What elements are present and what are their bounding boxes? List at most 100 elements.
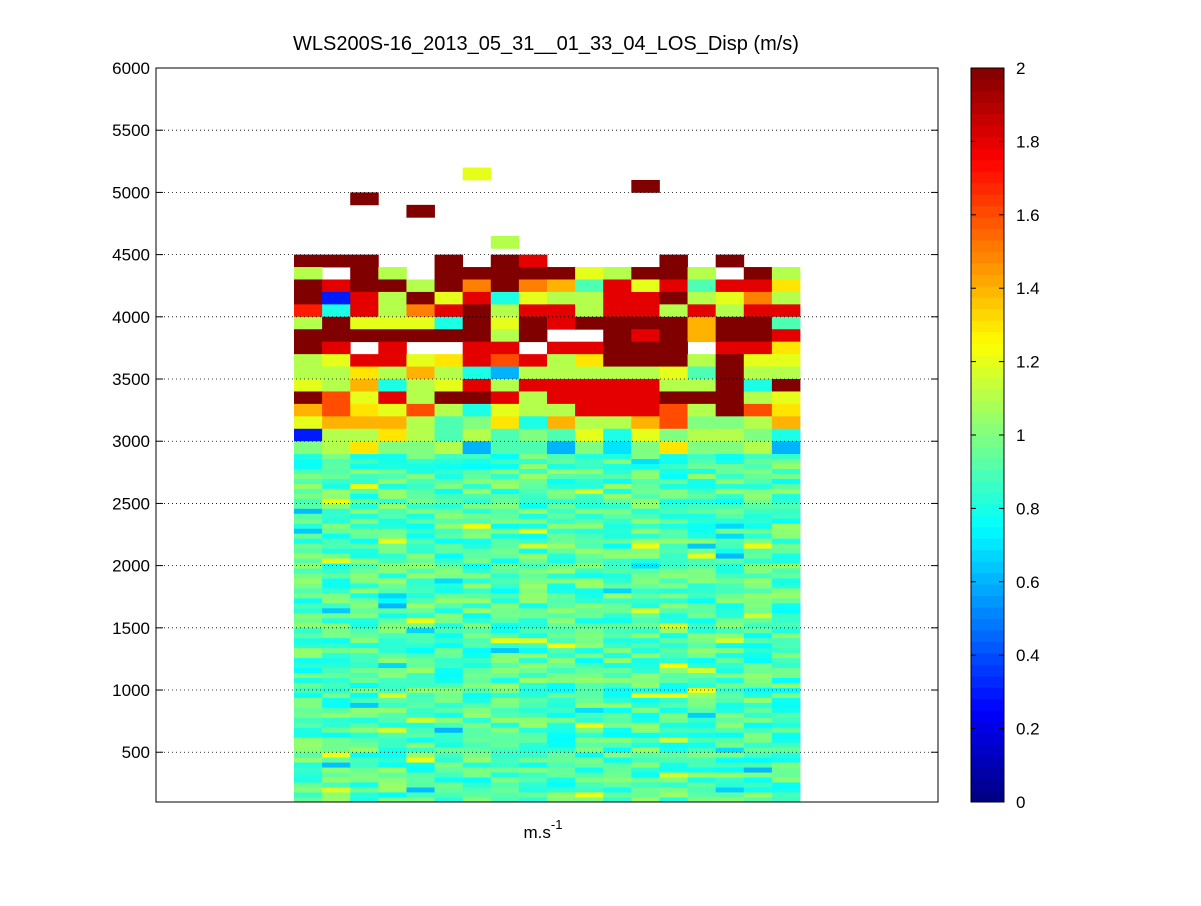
heatmap-cell — [322, 702, 351, 708]
heatmap-cell — [743, 782, 773, 788]
heatmap-cell — [603, 642, 632, 649]
heatmap-cell — [771, 304, 801, 318]
heatmap-cell — [462, 617, 492, 624]
heatmap-cell — [406, 548, 435, 554]
heatmap-cell — [434, 737, 464, 743]
heatmap-cell — [659, 652, 688, 659]
heatmap-cell — [434, 742, 464, 748]
heatmap-cell — [715, 622, 745, 629]
heatmap-cell — [322, 483, 351, 489]
heatmap-cell — [743, 762, 773, 768]
heatmap-cell — [406, 553, 435, 559]
heatmap-cell — [771, 391, 801, 405]
heatmap-cell — [350, 737, 379, 743]
heatmap-cell — [518, 722, 548, 728]
heatmap-cell — [518, 772, 548, 778]
heatmap-cell — [631, 742, 660, 748]
heatmap-cell — [490, 732, 520, 738]
heatmap-cell — [406, 787, 435, 793]
heatmap-cell — [771, 403, 801, 417]
heatmap-cell — [406, 752, 435, 758]
heatmap-cell — [715, 473, 745, 479]
heatmap-cell — [518, 797, 548, 803]
heatmap-cell — [350, 403, 379, 417]
heatmap-cell — [378, 797, 407, 803]
heatmap-cell — [547, 677, 576, 683]
heatmap-cell — [406, 672, 435, 678]
heatmap-cell — [350, 533, 379, 539]
heatmap-cell — [547, 379, 576, 392]
heatmap-cell — [294, 667, 323, 674]
heatmap-cell — [659, 672, 688, 678]
heatmap-cell — [350, 483, 379, 489]
heatmap-cell — [434, 366, 464, 380]
heatmap-cell — [378, 757, 407, 763]
heatmap-cell — [294, 503, 323, 509]
heatmap-cell — [490, 627, 520, 634]
heatmap-cell — [406, 543, 435, 549]
heatmap-cell — [350, 612, 379, 619]
heatmap-cell — [743, 341, 773, 355]
heatmap-cell — [322, 767, 351, 773]
heatmap-cell — [462, 458, 492, 465]
heatmap-cell — [434, 573, 464, 579]
heatmap-cell — [631, 677, 660, 683]
heatmap-cell — [575, 583, 604, 589]
heatmap-cell — [350, 702, 379, 708]
heatmap-cell — [518, 458, 548, 465]
heatmap-cell — [687, 792, 717, 798]
heatmap-cell — [294, 558, 323, 564]
heatmap-cell — [434, 797, 464, 803]
heatmap-cell — [518, 391, 548, 405]
heatmap-cell — [715, 782, 745, 788]
heatmap-cell — [743, 722, 773, 728]
heatmap-cell — [631, 637, 660, 644]
heatmap-cell — [518, 677, 548, 683]
colorbar-swatch — [971, 756, 1004, 769]
heatmap-cell — [771, 518, 801, 524]
colorbar-swatch — [971, 641, 1004, 654]
heatmap-cell — [322, 612, 351, 619]
heatmap-cell — [322, 543, 351, 549]
heatmap-cell — [490, 538, 520, 544]
heatmap-cell — [434, 657, 464, 664]
heatmap-cell — [743, 508, 773, 514]
heatmap-cell — [294, 682, 323, 688]
heatmap-cell — [659, 777, 688, 783]
heatmap-cell — [322, 568, 351, 574]
heatmap-cell — [462, 707, 492, 713]
heatmap-cell — [378, 493, 407, 499]
heatmap-cell — [294, 757, 323, 763]
heatmap-cell — [462, 533, 492, 539]
heatmap-cell — [350, 602, 379, 609]
heatmap-cell — [490, 503, 520, 509]
heatmap-cell — [434, 391, 464, 405]
heatmap-cell — [743, 717, 773, 723]
heatmap-cell — [547, 732, 576, 738]
heatmap-cell — [294, 254, 323, 268]
heatmap-cell — [518, 538, 548, 544]
heatmap-cell — [350, 632, 379, 639]
heatmap-cell — [350, 593, 379, 599]
heatmap-cell — [322, 379, 351, 392]
heatmap-cell — [687, 483, 717, 489]
heatmap-cell — [575, 513, 604, 519]
heatmap-cell — [687, 597, 717, 604]
heatmap-cell — [603, 632, 632, 639]
heatmap-cell — [322, 742, 351, 748]
heatmap-cell — [715, 583, 745, 589]
heatmap-cell — [715, 468, 745, 474]
heatmap-cell — [378, 792, 407, 798]
heatmap-cell — [406, 677, 435, 683]
heatmap-cell — [490, 712, 520, 718]
heatmap-cell — [518, 637, 548, 644]
heatmap-cell — [603, 513, 632, 519]
heatmap-cell — [547, 588, 576, 594]
heatmap-cell — [490, 354, 520, 367]
heatmap-cell — [406, 513, 435, 519]
heatmap-cell — [294, 291, 323, 305]
heatmap-cell — [294, 428, 323, 442]
heatmap-cell — [462, 316, 492, 330]
heatmap-cell — [547, 717, 576, 723]
heatmap-cell — [434, 588, 464, 594]
